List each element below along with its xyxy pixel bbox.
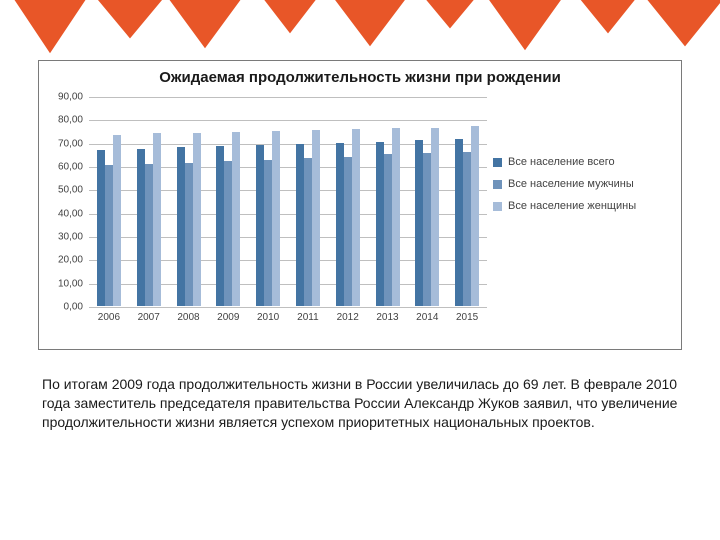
bar (264, 160, 272, 306)
bar (415, 140, 423, 306)
chart-title: Ожидаемая продолжительность жизни при ро… (39, 61, 681, 90)
bar (193, 133, 201, 306)
gridline (89, 307, 487, 308)
chart-legend: Все население всего Все население мужчины… (493, 156, 673, 222)
chart-plot-area: 0,0010,0020,0030,0040,0050,0060,0070,008… (89, 97, 487, 307)
y-axis-label: 80,00 (43, 115, 83, 126)
legend-swatch (493, 158, 502, 167)
bar (153, 133, 161, 306)
bar (177, 147, 185, 306)
bar (312, 130, 320, 306)
bar (423, 153, 431, 306)
gridline (89, 144, 487, 145)
x-axis-label: 2011 (297, 312, 319, 323)
x-axis-label: 2013 (376, 312, 398, 323)
x-axis-label: 2007 (138, 312, 160, 323)
bar (232, 132, 240, 306)
x-axis-label: 2008 (177, 312, 199, 323)
x-axis-label: 2015 (456, 312, 478, 323)
bar (145, 164, 153, 306)
gridline (89, 120, 487, 121)
y-axis-label: 0,00 (43, 302, 83, 313)
bar (185, 163, 193, 307)
x-axis-label: 2012 (337, 312, 359, 323)
x-axis-label: 2014 (416, 312, 438, 323)
y-axis-label: 10,00 (43, 278, 83, 289)
gridline (89, 97, 487, 98)
y-axis-label: 20,00 (43, 255, 83, 266)
bar (344, 157, 352, 306)
legend-label: Все население женщины (508, 200, 636, 212)
x-axis-label: 2009 (217, 312, 239, 323)
legend-item: Все население всего (493, 156, 673, 168)
bar (352, 129, 360, 306)
y-axis-label: 50,00 (43, 185, 83, 196)
caption-text: По итогам 2009 года продолжительность жи… (42, 375, 682, 432)
chart-container: Ожидаемая продолжительность жизни при ро… (38, 60, 682, 350)
legend-item: Все население женщины (493, 200, 673, 212)
x-axis-label: 2010 (257, 312, 279, 323)
bar (216, 146, 224, 306)
legend-swatch (493, 180, 502, 189)
y-axis-label: 40,00 (43, 208, 83, 219)
x-axis-label: 2006 (98, 312, 120, 323)
bar (471, 126, 479, 306)
bar (224, 161, 232, 306)
bar (392, 128, 400, 307)
bar (431, 128, 439, 307)
legend-swatch (493, 202, 502, 211)
y-axis-label: 90,00 (43, 92, 83, 103)
bar (463, 152, 471, 306)
legend-label: Все население мужчины (508, 178, 634, 190)
bar (296, 144, 304, 306)
bar (97, 150, 105, 306)
bar (137, 149, 145, 307)
bar (256, 145, 264, 306)
y-axis-label: 70,00 (43, 138, 83, 149)
bar (105, 165, 113, 306)
bar (455, 139, 463, 306)
legend-label: Все население всего (508, 156, 615, 168)
bar (304, 158, 312, 306)
bar (336, 143, 344, 306)
bar (272, 131, 280, 306)
bar (384, 154, 392, 306)
legend-item: Все население мужчины (493, 178, 673, 190)
bar (376, 142, 384, 307)
bar (113, 135, 121, 307)
header-triangles (0, 0, 720, 60)
y-axis-label: 60,00 (43, 162, 83, 173)
y-axis-label: 30,00 (43, 232, 83, 243)
